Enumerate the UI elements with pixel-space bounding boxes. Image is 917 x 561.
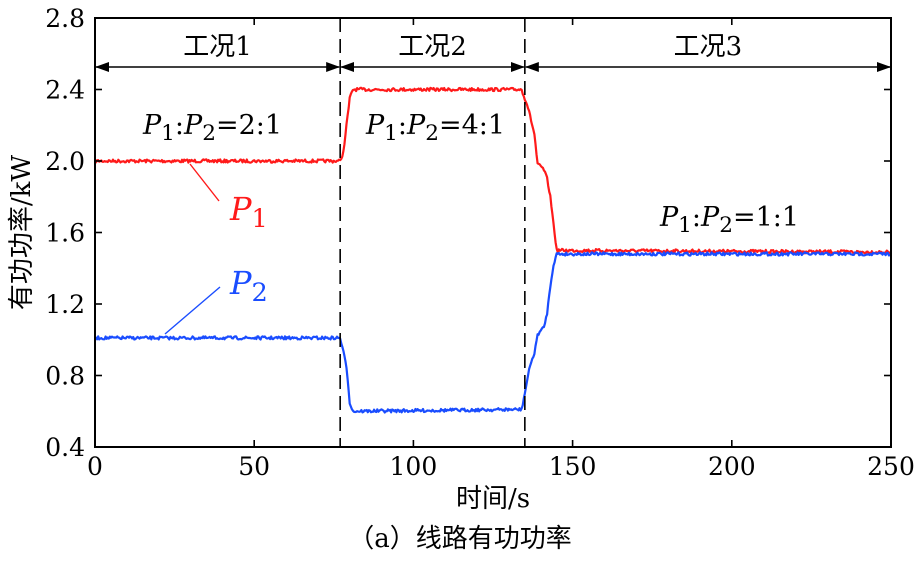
y-tick-label-1.6: 1.6 (45, 219, 85, 248)
y-tick-label-2.4: 2.4 (45, 76, 85, 105)
x-tick-label-250: 250 (867, 452, 915, 481)
x-tick-label-200: 200 (708, 452, 756, 481)
y-tick-label-0.4: 0.4 (45, 433, 85, 462)
x-tick-label-50: 50 (238, 452, 270, 481)
series-label-P1: P1 (229, 190, 268, 234)
x-tick-label-0: 0 (87, 452, 103, 481)
series-line-P1 (93, 86, 892, 255)
p1-leader-line (189, 163, 220, 202)
p2-leader-line (164, 286, 221, 335)
ratio-annotation-3: P1:P2=1:1 (659, 202, 799, 238)
x-tick-label-150: 150 (549, 452, 597, 481)
series-line-P2 (94, 251, 892, 414)
y-tick-label-2.0: 2.0 (45, 147, 85, 176)
x-tick-label-100: 100 (390, 452, 438, 481)
region-label-1: 工况1 (183, 32, 252, 62)
figure-caption: （a）线路有功功率 (348, 524, 572, 554)
region-label-2: 工况2 (398, 32, 467, 62)
y-axis-title: 有功功率/kW (7, 155, 37, 311)
ratio-annotation-1: P1:P2=2:1 (142, 110, 282, 146)
y-tick-label-2.8: 2.8 (45, 4, 85, 33)
y-tick-label-1.2: 1.2 (45, 290, 85, 319)
ratio-annotation-2: P1:P2=4:1 (365, 110, 505, 146)
region-label-3: 工况3 (674, 32, 743, 62)
x-axis-title: 时间/s (456, 484, 530, 514)
series-label-P2: P2 (229, 264, 268, 308)
y-tick-label-0.8: 0.8 (45, 362, 85, 391)
